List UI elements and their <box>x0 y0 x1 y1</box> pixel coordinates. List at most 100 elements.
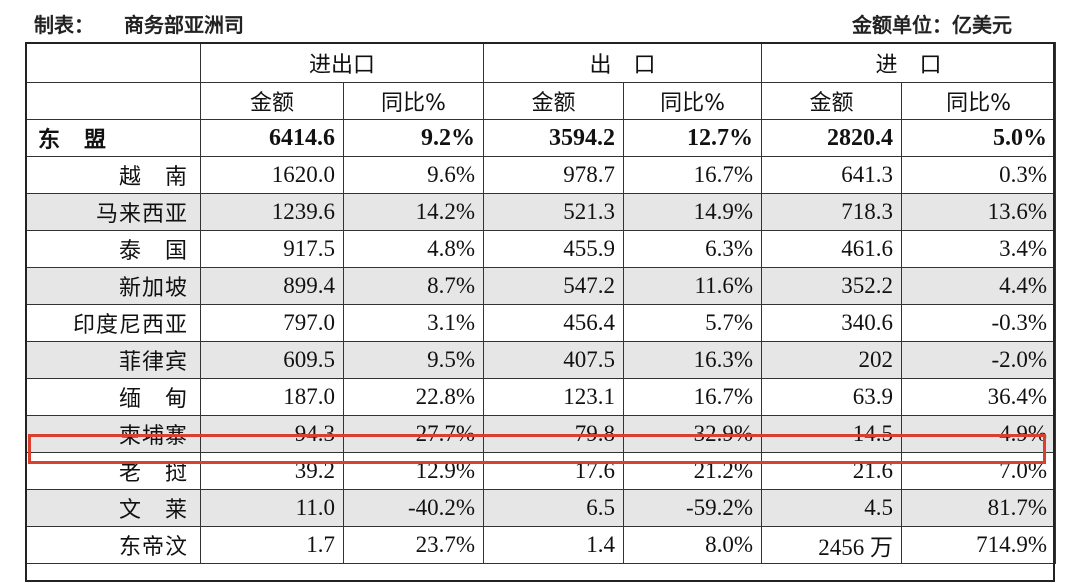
yoy-cell: 16.3% <box>623 341 763 379</box>
country-name: 老 挝 <box>25 452 201 490</box>
amount-cell: 17.6 <box>483 452 625 490</box>
amount-cell: 978.7 <box>483 156 625 194</box>
amount-cell: 4.5 <box>761 489 903 527</box>
amount-cell: 455.9 <box>483 230 625 268</box>
country-name: 马来西亚 <box>25 193 201 231</box>
country-name: 文 莱 <box>25 489 201 527</box>
header-row-groups: 进出口 出 口 进 口 <box>25 42 1057 83</box>
yoy-cell: 0.3% <box>901 156 1057 194</box>
country-name: 菲律宾 <box>25 341 201 379</box>
yoy-cell: 23.7% <box>342 526 485 564</box>
compiler-label: 制表： <box>34 12 94 37</box>
yoy-cell: 8.0% <box>623 526 763 564</box>
amount-cell: 547.2 <box>483 267 625 305</box>
corner-cell <box>25 42 201 83</box>
yoy-cell: 5.7% <box>623 304 763 342</box>
yoy-cell: 4.9% <box>901 415 1057 453</box>
yoy-cell: -40.2% <box>342 489 485 527</box>
amount-cell: 202 <box>761 341 903 379</box>
table-row: 新加坡 899.4 8.7% 547.2 11.6% 352.2 4.4% <box>25 267 1057 305</box>
header-row-sub: 金额 同比% 金额 同比% 金额 同比% <box>25 82 1057 120</box>
compiler-name: 商务部亚洲司 <box>124 12 244 37</box>
yoy-cell: 16.7% <box>623 378 763 416</box>
amount-cell: 6.5 <box>483 489 625 527</box>
col-header-amount: 金额 <box>483 82 625 120</box>
yoy-cell: 714.9% <box>901 526 1057 564</box>
yoy-cell: 7.0% <box>901 452 1057 490</box>
amount-cell: 187.0 <box>200 378 344 416</box>
amount-cell: 352.2 <box>761 267 903 305</box>
country-name: 印度尼西亚 <box>25 304 201 342</box>
yoy-cell: 27.7% <box>342 415 485 453</box>
yoy-cell: -59.2% <box>623 489 763 527</box>
yoy-cell: 36.4% <box>901 378 1057 416</box>
country-name: 泰 国 <box>25 230 201 268</box>
col-header-yoy: 同比% <box>901 82 1057 120</box>
amount-cell: 94.3 <box>200 415 344 453</box>
table-row: 越 南 1620.0 9.6% 978.7 16.7% 641.3 0.3% <box>25 156 1057 194</box>
yoy-cell: 14.2% <box>342 193 485 231</box>
amount-cell: 1.7 <box>200 526 344 564</box>
yoy-cell: -2.0% <box>901 341 1057 379</box>
amount-cell: 641.3 <box>761 156 903 194</box>
yoy-cell: 13.6% <box>901 193 1057 231</box>
amount-cell: 123.1 <box>483 378 625 416</box>
country-name: 柬埔寨 <box>25 415 201 453</box>
amount-cell: 797.0 <box>200 304 344 342</box>
amount-cell: 718.3 <box>761 193 903 231</box>
yoy-cell: 12.7% <box>623 119 763 157</box>
col-header-amount: 金额 <box>761 82 903 120</box>
yoy-cell: 3.4% <box>901 230 1057 268</box>
amount-cell: 609.5 <box>200 341 344 379</box>
amount-cell: 11.0 <box>200 489 344 527</box>
amount-cell: 1239.6 <box>200 193 344 231</box>
yoy-cell: 3.1% <box>342 304 485 342</box>
yoy-cell: 32.9% <box>623 415 763 453</box>
corner-cell <box>25 82 201 120</box>
amount-cell: 63.9 <box>761 378 903 416</box>
country-name: 缅 甸 <box>25 378 201 416</box>
country-name: 东帝汶 <box>25 526 201 564</box>
yoy-cell: 8.7% <box>342 267 485 305</box>
amount-cell: 79.8 <box>483 415 625 453</box>
yoy-cell: -0.3% <box>901 304 1057 342</box>
col-header-yoy: 同比% <box>623 82 763 120</box>
amount-cell: 340.6 <box>761 304 903 342</box>
amount-cell: 6414.6 <box>200 119 344 157</box>
yoy-cell: 11.6% <box>623 267 763 305</box>
table-meta: 制表： 商务部亚洲司 金额单位：亿美元 <box>34 8 1012 38</box>
yoy-cell: 4.4% <box>901 267 1057 305</box>
table-row: 文 莱 11.0 -40.2% 6.5 -59.2% 4.5 81.7% <box>25 489 1057 527</box>
col-header-yoy: 同比% <box>342 82 485 120</box>
amount-cell: 1.4 <box>483 526 625 564</box>
yoy-cell: 5.0% <box>901 119 1057 157</box>
amount-cell: 899.4 <box>200 267 344 305</box>
amount-cell: 21.6 <box>761 452 903 490</box>
amount-cell: 14.5 <box>761 415 903 453</box>
table-row: 泰 国 917.5 4.8% 455.9 6.3% 461.6 3.4% <box>25 230 1057 268</box>
table-row: 东帝汶 1.7 23.7% 1.4 8.0% 2456 万 714.9% <box>25 526 1057 564</box>
amount-cell: 521.3 <box>483 193 625 231</box>
group-header-export: 出 口 <box>483 42 763 83</box>
amount-cell: 2820.4 <box>761 119 903 157</box>
amount-cell: 1620.0 <box>200 156 344 194</box>
yoy-cell: 12.9% <box>342 452 485 490</box>
table-row: 缅 甸 187.0 22.8% 123.1 16.7% 63.9 36.4% <box>25 378 1057 416</box>
table-row: 老 挝 39.2 12.9% 17.6 21.2% 21.6 7.0% <box>25 452 1057 490</box>
table-row-total: 东 盟 6414.6 9.2% 3594.2 12.7% 2820.4 5.0% <box>25 119 1057 157</box>
group-header-total: 进出口 <box>199 42 485 83</box>
table-row: 菲律宾 609.5 9.5% 407.5 16.3% 202 -2.0% <box>25 341 1057 379</box>
table-row: 柬埔寨 94.3 27.7% 79.8 32.9% 14.5 4.9% <box>25 415 1057 453</box>
amount-cell: 39.2 <box>200 452 344 490</box>
amount-cell: 3594.2 <box>483 119 625 157</box>
yoy-cell: 6.3% <box>623 230 763 268</box>
yoy-cell: 81.7% <box>901 489 1057 527</box>
unit-label: 金额单位：亿美元 <box>852 12 1012 37</box>
col-header-amount: 金额 <box>200 82 344 120</box>
yoy-cell: 9.2% <box>342 119 485 157</box>
yoy-cell: 4.8% <box>342 230 485 268</box>
yoy-cell: 14.9% <box>623 193 763 231</box>
yoy-cell: 16.7% <box>623 156 763 194</box>
amount-cell: 407.5 <box>483 341 625 379</box>
yoy-cell: 9.6% <box>342 156 485 194</box>
